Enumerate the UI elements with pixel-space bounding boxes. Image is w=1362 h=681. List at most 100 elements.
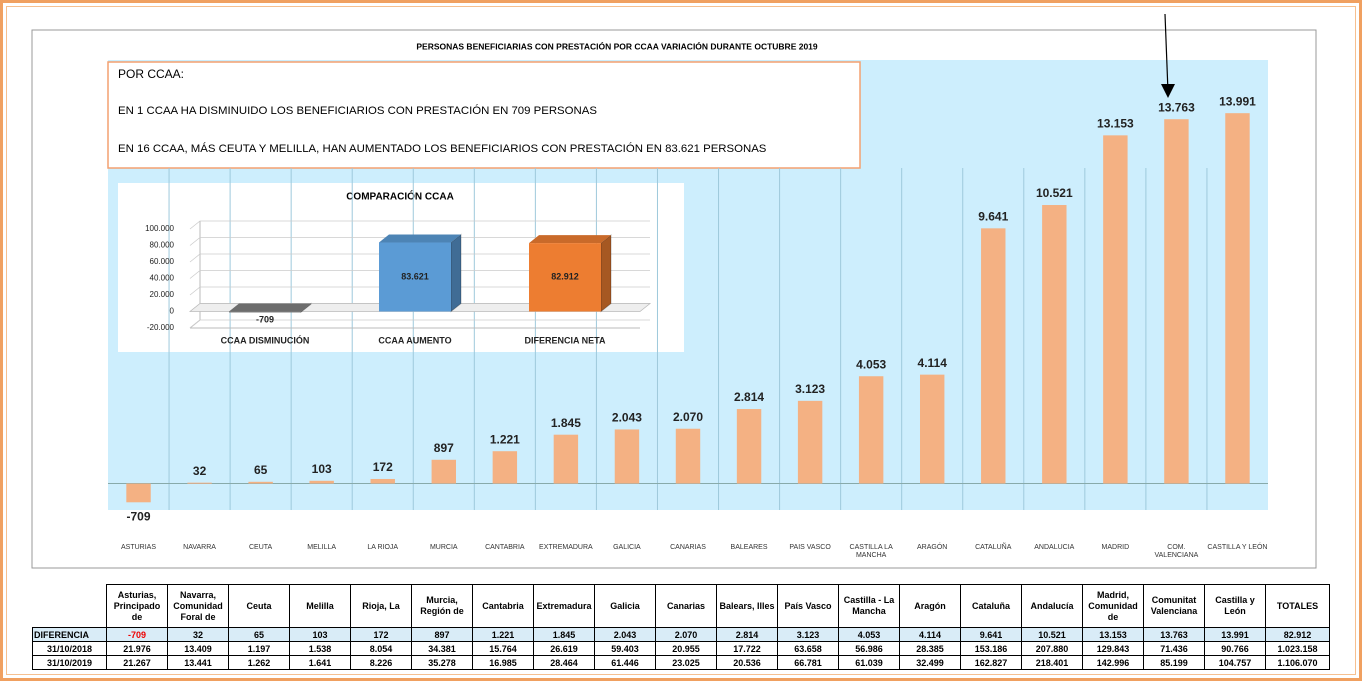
- bar: [309, 480, 334, 484]
- table-cell: 218.401: [1021, 655, 1083, 670]
- row-label: 31/10/2018: [32, 641, 107, 656]
- x-tick-label: MELILLA: [307, 544, 337, 551]
- y-tick-label: -20.000: [147, 323, 175, 332]
- table-cell: 66.781: [777, 655, 839, 670]
- column-header: Murcia, Región de: [411, 584, 473, 628]
- table-cell: 85.199: [1143, 655, 1205, 670]
- note-line: EN 1 CCAA HA DISMINUIDO LOS BENEFICIARIO…: [118, 104, 597, 117]
- note-line: EN 16 CCAA, MÁS CEUTA Y MELILLA, HAN AUM…: [118, 142, 767, 155]
- grid-line: [189, 220, 650, 230]
- table-cell: 63.658: [777, 641, 839, 656]
- y-tick-label: 100.000: [145, 224, 174, 233]
- value-label: 2.814: [734, 390, 764, 404]
- table-cell: 2.043: [594, 627, 656, 642]
- value-label: 65: [254, 463, 268, 477]
- bar: [379, 242, 451, 312]
- bar: [187, 482, 212, 484]
- table-cell: 207.880: [1021, 641, 1083, 656]
- table-cell: 4.053: [838, 627, 900, 642]
- table-cell: 28.464: [533, 655, 595, 670]
- table-cell: 13.991: [1204, 627, 1266, 642]
- table-cell: 13.441: [167, 655, 229, 670]
- value-label: -709: [256, 314, 274, 324]
- x-tick-label: ASTURIAS: [121, 544, 157, 551]
- bar: [370, 478, 395, 484]
- x-tick-label: BALEARES: [730, 544, 768, 551]
- column-header: Navarra, Comunidad Foral de: [167, 584, 229, 628]
- arrow-head: [1161, 84, 1175, 98]
- column-header: Asturias, Principado de: [106, 584, 168, 628]
- x-tick-label: COM. VALENCIANA: [1154, 544, 1199, 559]
- value-label: 1.221: [490, 432, 520, 446]
- x-tick-label: PAIS VASCO: [789, 544, 831, 551]
- x-tick-label: CANARIAS: [670, 544, 706, 551]
- table-cell: 1.221: [472, 627, 534, 642]
- table-cell: 4.114: [899, 627, 961, 642]
- bar: [1042, 205, 1067, 484]
- table-cell: 71.436: [1143, 641, 1205, 656]
- column-header: Aragón: [899, 584, 961, 628]
- x-tick-label: CEUTA: [249, 544, 273, 551]
- table-row: DIFERENCIA -709 32 65 103 172 897 1.221 1.845 2.0…: [32, 627, 1330, 642]
- table-cell: 20.955: [655, 641, 717, 656]
- grid-line: [189, 237, 650, 246]
- column-header: Balears, Illes: [716, 584, 778, 628]
- table-cell: 56.986: [838, 641, 900, 656]
- x-tick-label: CANTABRIA: [485, 544, 525, 551]
- table-cell: 61.039: [838, 655, 900, 670]
- note-line: POR CCAA:: [118, 67, 184, 81]
- data-table: Asturias, Principado de Navarra, Comunida…: [32, 584, 1330, 670]
- value-label: 9.641: [978, 209, 1008, 223]
- x-tick-label: EXTREMADURA: [539, 544, 593, 551]
- grid-line: [189, 270, 650, 279]
- table-cell: 65: [228, 627, 290, 642]
- table-row: 31/10/2018 21.976 13.409 1.197 1.538 8.054 34.…: [32, 641, 1330, 656]
- table-cell: 26.619: [533, 641, 595, 656]
- table-cell: 103: [289, 627, 351, 642]
- table-row: 31/10/2019 21.267 13.441 1.262 1.641 8.226 35.…: [32, 655, 1330, 670]
- table-cell: 35.278: [411, 655, 473, 670]
- value-label: 82.912: [551, 272, 579, 282]
- table-cell: 1.197: [228, 641, 290, 656]
- bar: [858, 376, 884, 484]
- table-cell: 897: [411, 627, 473, 642]
- bar: [1164, 119, 1189, 484]
- column-header: Andalucía: [1021, 584, 1083, 628]
- value-label: 4.053: [856, 357, 886, 371]
- column-header: Canarias: [655, 584, 717, 628]
- column-header: Cataluña: [960, 584, 1022, 628]
- value-label: 172: [373, 460, 393, 474]
- bar: [126, 483, 151, 503]
- table-cell: 1.641: [289, 655, 351, 670]
- table-cell: 13.153: [1082, 627, 1144, 642]
- table-cell: 23.025: [655, 655, 717, 670]
- x-tick-label: CCAA AUMENTO: [378, 335, 451, 345]
- value-label: 4.114: [918, 356, 948, 370]
- table-cell: 1.538: [289, 641, 351, 656]
- table-cell: 8.054: [350, 641, 412, 656]
- table-cell: 142.996: [1082, 655, 1144, 670]
- row-label: DIFERENCIA: [32, 627, 107, 642]
- table-cell: 3.123: [777, 627, 839, 642]
- value-label: 13.153: [1097, 117, 1134, 131]
- table-cell: 1.023.158: [1265, 641, 1330, 656]
- x-tick-label: ARAGÓN: [917, 544, 948, 551]
- column-header: Melilla: [289, 584, 351, 628]
- y-tick-label: 0: [170, 307, 175, 316]
- bar-top: [229, 303, 311, 312]
- table-cell: 16.985: [472, 655, 534, 670]
- value-label: 32: [193, 464, 207, 478]
- x-tick-label: GALICIA: [613, 544, 641, 551]
- value-label: 1.845: [551, 416, 581, 430]
- bar: [1225, 113, 1250, 484]
- value-label: 83.621: [401, 271, 429, 281]
- bar-side: [600, 234, 612, 313]
- value-label: 13.763: [1158, 100, 1195, 114]
- table-cell: 162.827: [960, 655, 1022, 670]
- bar: [492, 451, 518, 484]
- table-cell: 61.446: [594, 655, 656, 670]
- table-cell: 1.262: [228, 655, 290, 670]
- bar: [920, 374, 945, 484]
